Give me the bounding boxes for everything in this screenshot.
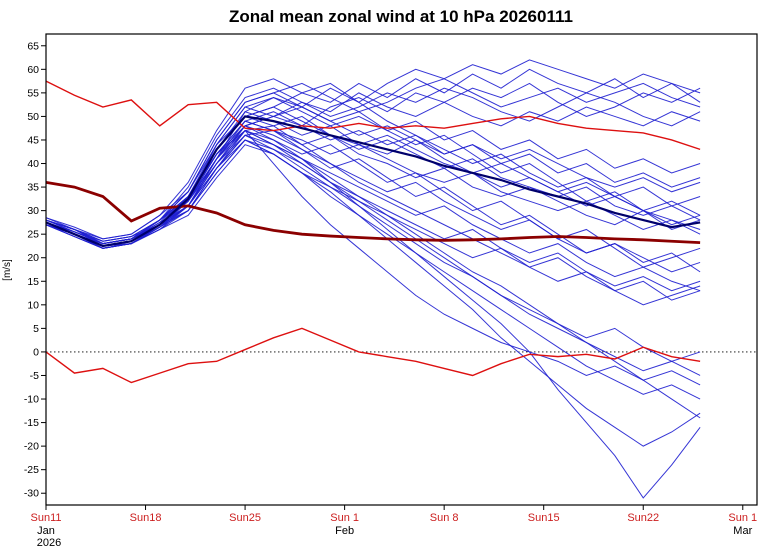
y-tick-label: -20	[24, 441, 39, 453]
red-lower-line	[45, 327, 701, 384]
y-axis-label: [m/s]	[2, 259, 13, 281]
x-tick-label: Sun 1	[728, 512, 757, 524]
y-tick-label: 35	[27, 182, 39, 194]
y-tick-label: 65	[27, 40, 39, 52]
y-tick-label: 30	[27, 205, 39, 217]
x-tick-month-label: Feb	[335, 525, 354, 537]
x-tick-label: Sun22	[627, 512, 659, 524]
red-upper-line	[45, 80, 701, 151]
y-tick-label: -5	[30, 370, 39, 382]
ensemble-member-line	[45, 92, 701, 242]
chart-title: Zonal mean zonal wind at 10 hPa 20260111	[229, 7, 573, 26]
ensemble-member-line	[45, 139, 701, 400]
y-tick-label: 25	[27, 229, 39, 241]
x-tick-month-label: Jan	[37, 525, 55, 537]
ensemble-member-line	[45, 97, 701, 245]
ensemble-member-line	[45, 134, 701, 419]
y-tick-label: 20	[27, 252, 39, 264]
y-tick-label: -10	[24, 394, 39, 406]
x-tick-label: Sun11	[31, 512, 62, 524]
plot-area: -30 -25 -20 -15 -10 -5 0 5 10 15 20 25 30 35 40 45 50 55 6…	[24, 33, 758, 548]
y-tick-label: 50	[27, 111, 39, 123]
y-tick-label: 45	[27, 134, 39, 146]
y-tick-label: -30	[24, 488, 39, 500]
plot-frame	[45, 33, 758, 506]
y-tick-label: 60	[27, 64, 39, 76]
y-tick-label: 55	[27, 87, 39, 99]
ensemble-member-line	[45, 106, 701, 245]
x-tick-month-label: Mar	[733, 525, 752, 537]
x-tick-label: Sun18	[130, 512, 162, 524]
y-tick-label: -15	[24, 417, 39, 429]
x-tick-label: Sun 8	[430, 512, 459, 524]
ensemble-member-line	[45, 129, 701, 376]
y-tick-label: -25	[24, 464, 39, 476]
x-tick-label: Sun25	[229, 512, 261, 524]
y-tick-label: 0	[33, 346, 39, 358]
dark-red-line	[45, 180, 701, 245]
y-tick-label: 15	[27, 276, 39, 288]
ensemble-member-line	[45, 78, 701, 240]
x-tick-year-label: 2026	[37, 537, 61, 548]
y-tick-label: 40	[27, 158, 39, 170]
x-tick-label: Sun 1	[330, 512, 359, 524]
x-tick-label: Sun15	[528, 512, 560, 524]
ensemble-member-line	[45, 125, 701, 273]
ensemble-member-line	[45, 139, 701, 447]
y-tick-label: 5	[33, 323, 39, 335]
ensemble-member-line	[45, 106, 701, 245]
navy-mean-line	[45, 115, 701, 248]
ensemble-member-line	[45, 125, 701, 499]
ensemble-member-line	[45, 120, 701, 242]
y-tick-label: 10	[27, 299, 39, 311]
ensemble-member-line	[45, 111, 701, 245]
ensemble-member-line	[45, 82, 701, 247]
ensemble-member-line	[45, 115, 701, 301]
ensemble-member-line	[45, 129, 701, 268]
